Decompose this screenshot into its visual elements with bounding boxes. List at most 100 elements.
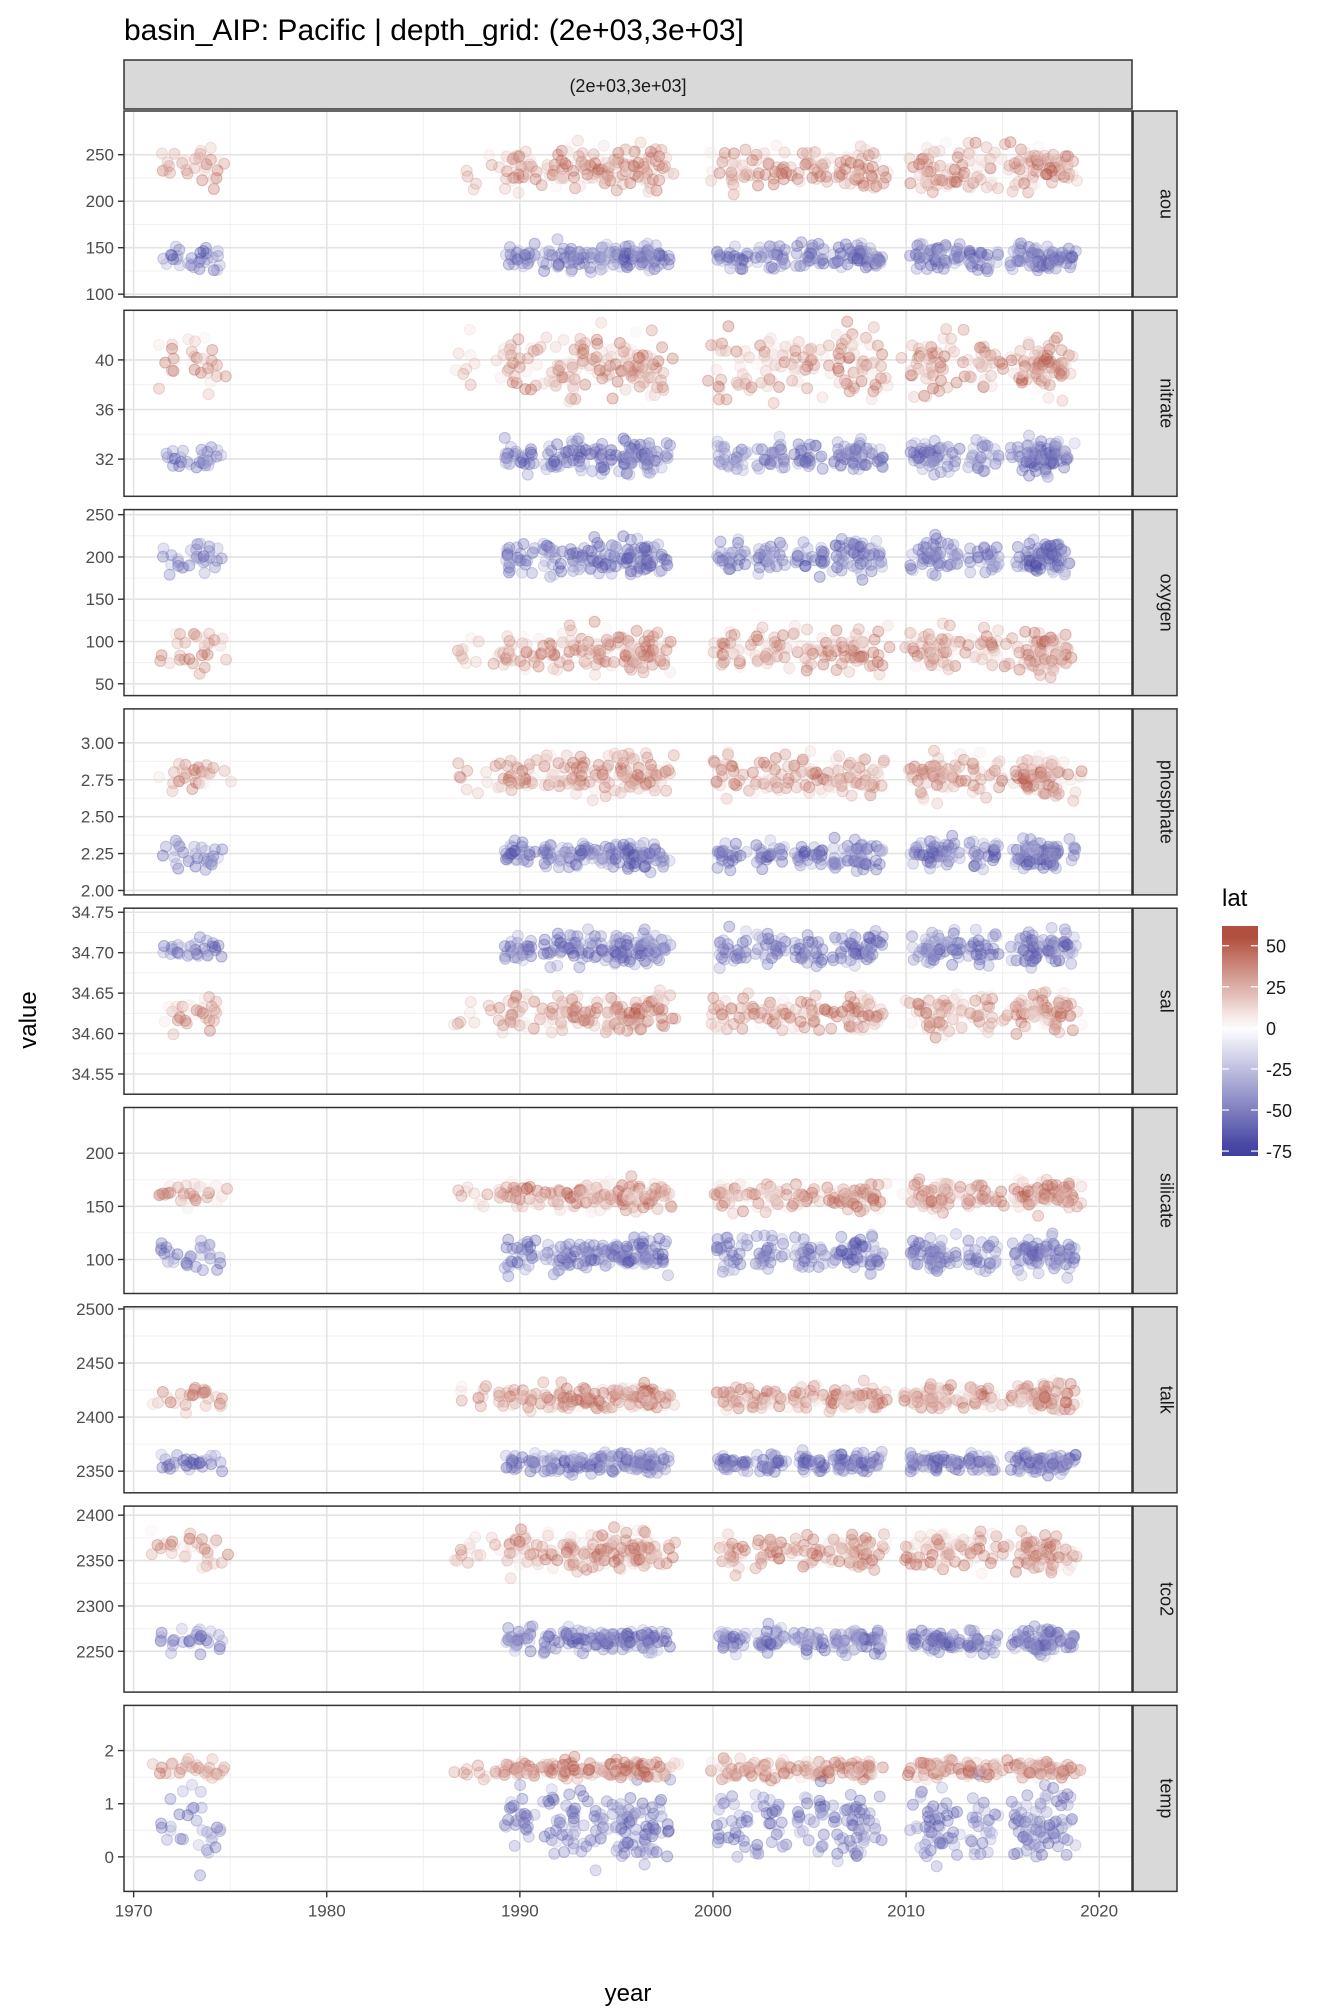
data-point bbox=[821, 175, 834, 188]
data-point bbox=[190, 351, 203, 364]
data-point bbox=[723, 920, 736, 933]
data-point bbox=[1025, 181, 1038, 194]
data-point bbox=[660, 151, 673, 164]
data-point bbox=[822, 644, 835, 657]
data-point bbox=[1032, 440, 1045, 453]
data-point bbox=[647, 358, 660, 371]
data-point bbox=[586, 353, 599, 365]
data-point bbox=[773, 381, 785, 393]
data-point bbox=[912, 452, 925, 465]
data-point bbox=[760, 542, 772, 555]
data-point bbox=[1061, 161, 1074, 174]
data-point bbox=[189, 153, 202, 166]
data-point bbox=[561, 356, 574, 369]
data-point bbox=[820, 636, 832, 649]
data-point bbox=[925, 931, 938, 944]
data-point bbox=[636, 349, 649, 362]
data-point bbox=[924, 633, 937, 646]
data-point bbox=[531, 343, 544, 356]
data-point bbox=[1023, 554, 1036, 567]
data-point bbox=[567, 949, 580, 962]
data-point bbox=[947, 352, 960, 365]
data-point bbox=[547, 373, 560, 386]
data-point bbox=[517, 630, 530, 643]
data-point bbox=[1059, 359, 1072, 372]
y-tick-label: 150 bbox=[86, 590, 114, 609]
data-point bbox=[777, 173, 790, 186]
data-point bbox=[620, 450, 633, 463]
data-point bbox=[571, 990, 584, 1002]
data-point bbox=[592, 556, 605, 569]
data-point bbox=[543, 248, 556, 261]
data-point bbox=[178, 154, 191, 167]
data-point bbox=[218, 157, 231, 170]
facet-row-label: phosphate bbox=[1157, 760, 1177, 844]
data-point bbox=[919, 454, 932, 467]
data-point bbox=[625, 643, 638, 656]
data-point bbox=[1057, 756, 1070, 769]
data-point bbox=[919, 172, 932, 185]
y-tick-label: 2.50 bbox=[81, 808, 114, 827]
data-point bbox=[875, 845, 888, 858]
data-point bbox=[757, 245, 770, 258]
data-point bbox=[648, 381, 661, 394]
data-point bbox=[831, 254, 844, 267]
data-point bbox=[907, 953, 920, 966]
data-point bbox=[838, 842, 850, 855]
data-point bbox=[1038, 355, 1051, 368]
data-point bbox=[723, 547, 736, 559]
data-point bbox=[946, 548, 959, 561]
data-point bbox=[941, 381, 954, 394]
data-point bbox=[730, 451, 743, 464]
data-point bbox=[1024, 446, 1036, 459]
data-point bbox=[814, 555, 827, 567]
data-point bbox=[998, 660, 1011, 673]
data-point bbox=[584, 932, 597, 945]
data-point bbox=[1017, 370, 1030, 383]
data-point bbox=[1058, 451, 1071, 463]
data-point bbox=[729, 455, 742, 468]
data-point bbox=[747, 634, 760, 647]
data-point bbox=[211, 444, 224, 457]
data-point bbox=[752, 653, 764, 666]
data-point bbox=[815, 541, 828, 554]
data-point bbox=[944, 558, 957, 571]
data-point bbox=[554, 638, 567, 651]
data-point bbox=[988, 443, 1001, 456]
data-point bbox=[507, 172, 520, 184]
data-point bbox=[992, 624, 1005, 637]
data-point bbox=[586, 247, 599, 260]
data-point bbox=[856, 1010, 869, 1023]
data-point bbox=[602, 993, 615, 1005]
data-point bbox=[568, 171, 580, 184]
y-tick-label: 100 bbox=[86, 632, 114, 651]
data-point bbox=[1066, 350, 1079, 363]
data-point bbox=[639, 860, 652, 873]
data-point bbox=[578, 457, 591, 470]
data-point bbox=[962, 136, 975, 149]
data-point bbox=[938, 1028, 951, 1041]
data-point bbox=[563, 548, 576, 561]
data-point bbox=[1062, 171, 1075, 184]
data-point bbox=[207, 761, 220, 774]
data-point bbox=[916, 238, 929, 251]
data-point bbox=[855, 358, 868, 371]
data-point bbox=[1057, 367, 1070, 380]
data-point bbox=[1044, 631, 1057, 644]
data-point bbox=[977, 381, 990, 394]
data-point bbox=[727, 648, 740, 660]
data-point bbox=[165, 549, 178, 562]
data-point bbox=[868, 762, 880, 775]
y-tick-label: 34.55 bbox=[71, 1065, 114, 1084]
data-point bbox=[817, 645, 830, 658]
data-point bbox=[831, 561, 844, 574]
data-point bbox=[535, 648, 547, 661]
data-point bbox=[639, 453, 652, 466]
data-point bbox=[631, 769, 644, 781]
data-point bbox=[655, 550, 667, 563]
data-point bbox=[1019, 157, 1032, 170]
data-point bbox=[791, 646, 804, 659]
data-point bbox=[848, 645, 861, 658]
data-point bbox=[843, 252, 856, 265]
data-point bbox=[635, 251, 648, 264]
